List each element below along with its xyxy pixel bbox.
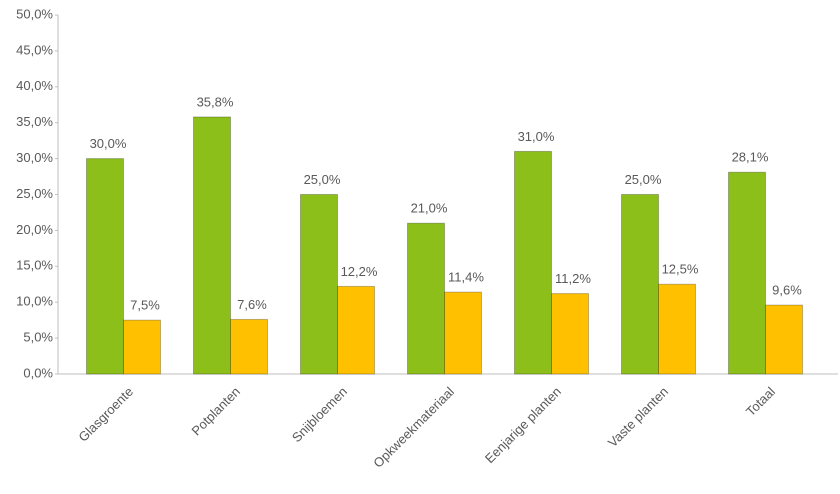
x-tick-label: Glasgroente — [75, 384, 136, 445]
x-tick-label: Potplanten — [188, 384, 243, 439]
x-tick-label: Vaste planten — [605, 384, 671, 450]
value-label: 25,0% — [625, 172, 662, 187]
value-label: 21,0% — [411, 201, 448, 216]
y-tick-label: 15,0% — [16, 258, 53, 273]
value-label: 12,2% — [341, 264, 378, 279]
x-tick-label: Eenjarige planten — [482, 384, 564, 466]
value-label: 25,0% — [304, 172, 341, 187]
bar — [407, 222, 445, 375]
bar — [658, 283, 696, 375]
bar — [337, 285, 375, 375]
y-tick-label: 50,0% — [16, 6, 53, 21]
value-label: 7,5% — [130, 298, 160, 313]
bar — [765, 304, 803, 375]
value-label: 11,2% — [555, 271, 591, 286]
value-label: 7,6% — [237, 297, 267, 312]
value-label: 31,0% — [518, 129, 555, 144]
y-tick-label: 30,0% — [16, 150, 53, 165]
bar — [621, 194, 659, 375]
bar — [444, 291, 482, 375]
bar — [193, 116, 231, 375]
bar — [551, 293, 589, 375]
value-label: 9,6% — [772, 283, 802, 298]
y-tick-label: 40,0% — [16, 78, 53, 93]
x-tick-label: Totaal — [743, 384, 778, 419]
y-tick-label: 35,0% — [16, 114, 53, 129]
y-tick-label: 0,0% — [23, 365, 53, 380]
y-tick-label: 20,0% — [16, 222, 53, 237]
value-label: 12,5% — [662, 262, 699, 277]
bar — [230, 318, 268, 375]
x-tick-label: Opkweekmateriaal — [370, 384, 457, 471]
bar — [514, 150, 552, 375]
value-label: 35,8% — [197, 94, 234, 109]
bar — [123, 319, 161, 375]
bar — [300, 194, 338, 375]
y-tick-label: 45,0% — [16, 42, 53, 57]
value-label: 30,0% — [90, 136, 127, 151]
value-label: 11,4% — [448, 270, 484, 285]
y-tick-label: 10,0% — [16, 294, 53, 309]
value-label: 28,1% — [732, 150, 769, 165]
bar — [728, 171, 766, 375]
y-tick-label: 5,0% — [23, 330, 53, 345]
bar — [86, 158, 124, 375]
x-tick-label: Snijbloemen — [289, 384, 350, 445]
y-tick-label: 25,0% — [16, 186, 53, 201]
